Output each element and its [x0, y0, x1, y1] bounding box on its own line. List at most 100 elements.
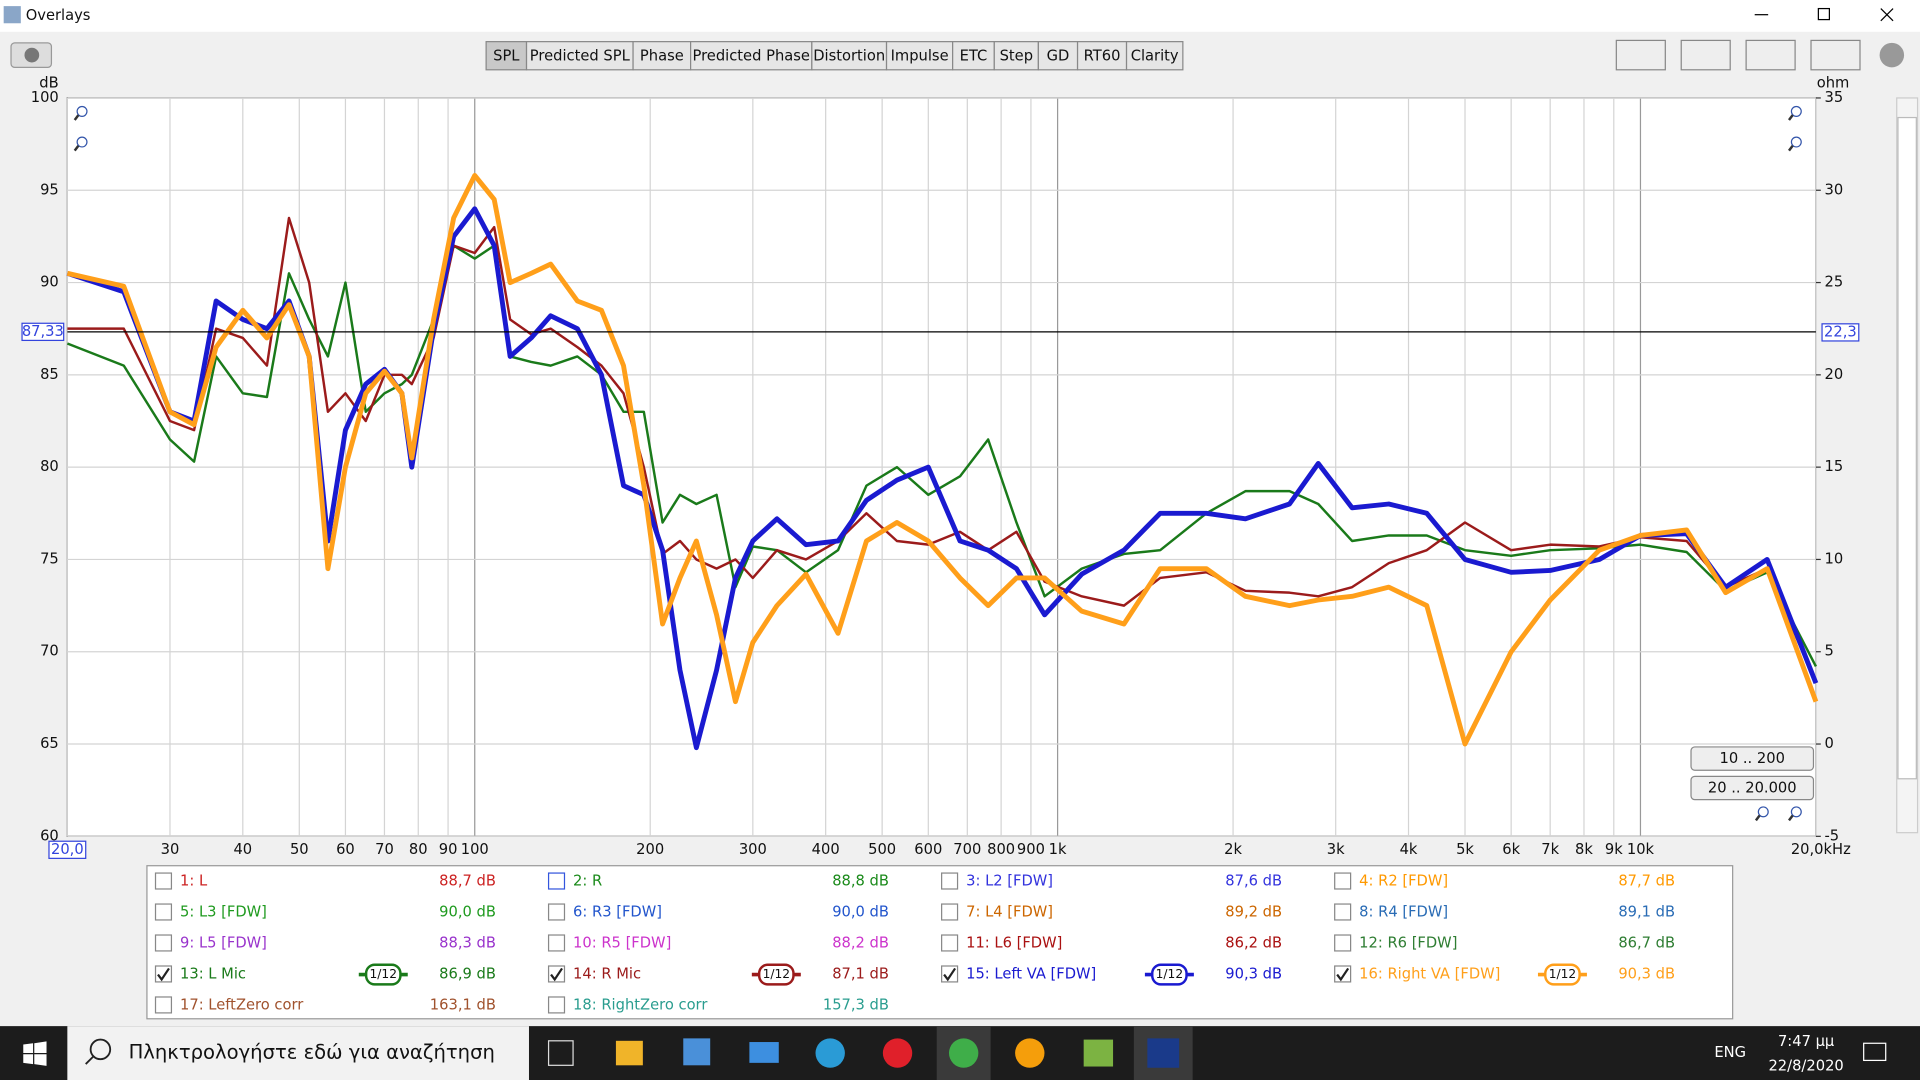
x-tick-label: 3k — [1327, 841, 1345, 858]
legend-name: 7: L4 [FDW] — [966, 904, 1053, 921]
store[interactable] — [683, 1038, 711, 1066]
legend-checkbox[interactable] — [154, 903, 173, 921]
explorer[interactable] — [615, 1040, 643, 1066]
y-tick-label: 65 — [40, 735, 59, 752]
edge[interactable] — [815, 1038, 845, 1068]
legend-name: 9: L5 [FDW] — [180, 935, 267, 952]
tab-label: Clarity — [1131, 47, 1179, 64]
legend-checkbox[interactable] — [154, 934, 173, 952]
language: ENG — [1714, 1044, 1746, 1061]
task-view[interactable] — [547, 1040, 574, 1066]
zoom-button[interactable] — [1690, 775, 1815, 801]
restore[interactable] — [1817, 7, 1830, 21]
series-line — [66, 173, 1819, 747]
zoom-icon[interactable] — [1757, 806, 1769, 818]
legend-level: 90,3 dB — [1618, 966, 1675, 983]
legend-name: 10: R5 [FDW] — [573, 935, 671, 952]
x-tick-label: 6k — [1502, 841, 1520, 858]
legend-checkbox[interactable] — [1334, 872, 1352, 890]
search-icon — [89, 1038, 112, 1061]
opera[interactable] — [882, 1038, 913, 1068]
x-tick-label: 70 — [375, 841, 394, 858]
y-tick-label: 80 — [40, 458, 59, 475]
legend-checkbox[interactable] — [154, 872, 173, 890]
zoom-icon[interactable] — [1790, 136, 1802, 148]
y2-tick-label: 0 — [1824, 735, 1833, 752]
legend-checkbox[interactable] — [941, 965, 959, 983]
zoom-button[interactable] — [1690, 746, 1815, 771]
tool-button[interactable] — [1745, 39, 1796, 71]
tool-button[interactable] — [1615, 39, 1666, 71]
legend-name: 11: L6 [FDW] — [966, 935, 1062, 952]
tab-label: Impulse — [891, 47, 949, 64]
zoom-icon[interactable] — [76, 105, 88, 117]
tab[interactable] — [885, 41, 954, 71]
smoothing-badge[interactable] — [1544, 963, 1581, 986]
taskbar-apps — [547, 1026, 1193, 1080]
x-tick-label: 9k — [1605, 841, 1623, 858]
legend-checkbox[interactable] — [547, 903, 566, 921]
legend-checkbox[interactable] — [941, 903, 959, 921]
legend-checkbox[interactable] — [547, 934, 566, 952]
smoothing-badge[interactable] — [364, 963, 402, 986]
search-box[interactable] — [67, 1026, 529, 1080]
x-tick-label: 500 — [868, 841, 896, 858]
app[interactable] — [1083, 1039, 1114, 1067]
legend-checkbox[interactable] — [154, 996, 173, 1014]
x-tick-label: 90 — [439, 841, 458, 858]
legend-checkbox[interactable] — [941, 934, 959, 952]
legend-checkbox[interactable] — [941, 872, 959, 890]
tool-button[interactable] — [1680, 39, 1731, 71]
tab[interactable] — [1037, 41, 1079, 71]
legend-name: 1: L — [180, 873, 208, 890]
legend-level: 89,2 dB — [1225, 904, 1282, 921]
tab[interactable] — [690, 41, 813, 71]
x-tick-label: 30 — [161, 841, 180, 858]
legend-level: 86,7 dB — [1618, 935, 1675, 952]
search-icon — [85, 1056, 94, 1065]
scroll-thumb[interactable] — [1897, 116, 1917, 780]
x-tick-label: 20,0 — [51, 841, 84, 858]
legend-level: 88,3 dB — [439, 935, 496, 952]
zoom-icon — [1788, 144, 1794, 152]
smoothing-badge[interactable] — [757, 963, 795, 986]
legend-check — [1336, 967, 1350, 982]
legend-checkbox[interactable] — [547, 996, 566, 1014]
tab[interactable] — [811, 41, 888, 71]
rew[interactable] — [1147, 1038, 1180, 1068]
x-tick-label: 7k — [1541, 841, 1559, 858]
zoom-icon[interactable] — [76, 136, 88, 148]
legend-level: 88,7 dB — [439, 873, 496, 890]
browser[interactable] — [1015, 1038, 1045, 1068]
legend-checkbox[interactable] — [1334, 965, 1352, 983]
legend-checkbox[interactable] — [1334, 903, 1352, 921]
legend-checkbox[interactable] — [547, 965, 566, 983]
legend-checkbox[interactable] — [1334, 934, 1352, 952]
zoom-icon[interactable] — [1790, 806, 1802, 818]
tab[interactable] — [485, 41, 528, 71]
window-title: Overlays — [26, 7, 91, 24]
start-button[interactable] — [23, 1041, 47, 1066]
zoom-icon[interactable] — [1790, 105, 1802, 117]
smoothing-badge[interactable] — [1151, 963, 1188, 986]
x-tick-label: 5k — [1456, 841, 1474, 858]
title-bar — [0, 0, 1920, 32]
chrome[interactable] — [948, 1038, 979, 1068]
tool-button[interactable] — [1810, 39, 1861, 71]
close[interactable] — [1880, 8, 1894, 22]
x-tick-label: 80 — [409, 841, 428, 858]
tab[interactable] — [632, 41, 692, 71]
tab[interactable] — [952, 41, 995, 71]
tab[interactable] — [525, 41, 634, 71]
legend-checkbox[interactable] — [154, 965, 173, 983]
y2-tick-label: 30 — [1824, 181, 1843, 198]
legend-checkbox[interactable] — [547, 872, 566, 890]
series-line — [66, 206, 1819, 751]
zoom-icon — [1754, 814, 1761, 822]
mail[interactable] — [749, 1042, 779, 1063]
y2-tick-label: 25 — [1824, 274, 1843, 291]
notifications[interactable] — [1863, 1042, 1887, 1062]
settings-button[interactable] — [1879, 42, 1905, 68]
tab[interactable] — [1125, 41, 1184, 71]
